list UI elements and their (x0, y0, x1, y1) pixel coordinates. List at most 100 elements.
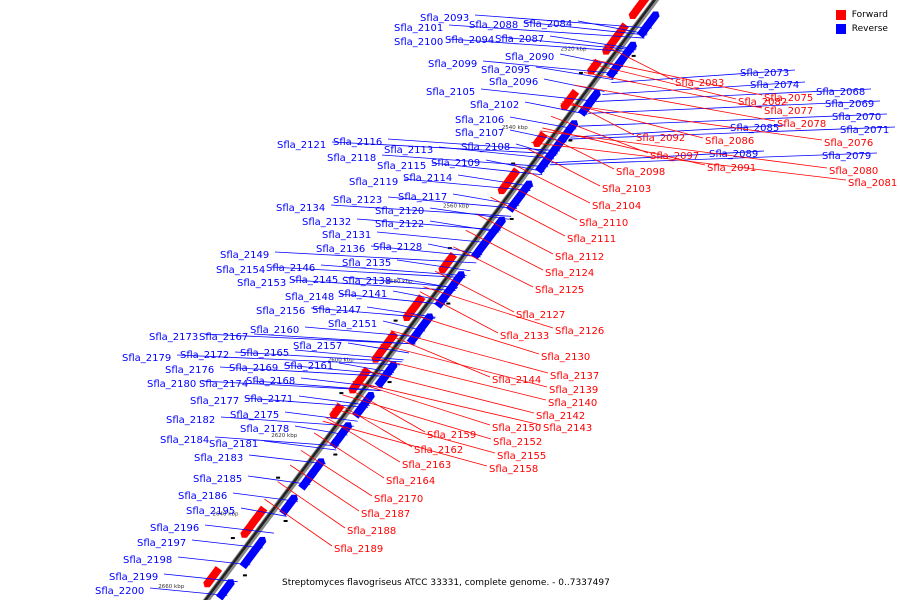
forward-gene-leader (361, 369, 535, 414)
reverse-gene-leader (347, 342, 409, 354)
reverse-gene (243, 553, 255, 564)
reverse-gene-leader (177, 556, 251, 566)
reverse-gene-leader (523, 21, 647, 36)
reverse-gene (618, 52, 629, 63)
gene-marker (333, 453, 338, 456)
reverse-gene-label: Sfla_2171 (244, 394, 293, 405)
reverse-gene-leader (234, 351, 403, 363)
forward-gene-leader (501, 181, 578, 221)
reverse-gene-leader (543, 78, 605, 92)
reverse-gene-label: Sfla_2177 (190, 396, 239, 407)
reverse-gene-label: Sfla_2120 (375, 206, 424, 217)
forward-gene-label: Sfla_2126 (555, 326, 604, 337)
reverse-gene-leader (382, 320, 426, 332)
reverse-gene-label: Sfla_2090 (505, 52, 554, 63)
reverse-gene (495, 216, 506, 228)
reverse-gene-leader (310, 307, 435, 319)
gene-marker (393, 319, 398, 322)
reverse-gene-label: Sfla_2179 (122, 353, 171, 364)
reverse-gene-leader (253, 333, 416, 345)
forward-swatch (835, 10, 846, 20)
forward-gene-leader (574, 84, 776, 122)
forward-gene-label: Sfla_2133 (500, 331, 549, 342)
forward-gene-label: Sfla_2075 (764, 93, 813, 104)
reverse-gene-leader (578, 113, 888, 127)
reverse-gene-leader (298, 395, 370, 406)
reverse-gene-label: Sfla_2167 (199, 332, 248, 343)
forward-gene-leader (289, 464, 360, 512)
forward-gene (203, 576, 214, 588)
reverse-gene-label: Sfla_2186 (178, 491, 227, 502)
axis-tick-label: 2540 kbp (502, 125, 528, 131)
forward-gene-leader (325, 416, 401, 463)
reverse-gene-label: Sfla_2096 (489, 77, 538, 88)
reverse-gene-label: Sfla_2149 (220, 250, 269, 261)
reverse-gene-leader (214, 436, 340, 447)
reverse-gene-label: Sfla_2085 (730, 123, 779, 134)
reverse-gene (644, 16, 656, 28)
forward-gene-label: Sfla_2098 (616, 167, 665, 178)
forward-gene-label: Sfla_2092 (636, 133, 685, 144)
reverse-gene-leader (320, 264, 467, 277)
reverse-gene-leader (248, 454, 326, 465)
reverse-gene-leader (294, 349, 404, 361)
forward-gene-leader (590, 63, 737, 100)
forward-gene-label: Sfla_2140 (548, 398, 597, 409)
reverse-gene (333, 433, 345, 444)
forward-gene-label: Sfla_2086 (705, 136, 754, 147)
forward-gene-label: Sfla_2150 (492, 423, 541, 434)
forward-gene-leader (370, 356, 547, 401)
forward-gene-label: Sfla_2127 (516, 310, 565, 321)
reverse-gene-leader (602, 81, 806, 95)
reverse-gene-label: Sfla_2136 (316, 244, 365, 255)
reverse-gene-label: Sfla_2183 (194, 453, 243, 464)
reverse-gene-leader (220, 416, 355, 427)
reverse-gene (539, 158, 550, 169)
reverse-gene-label: Sfla_2157 (293, 341, 342, 352)
reverse-gene-leader (381, 154, 549, 168)
reverse-gene-leader (300, 377, 383, 388)
reverse-gene-label: Sfla_2093 (420, 13, 469, 24)
forward-gene-leader (550, 115, 649, 154)
reverse-gene-label: Sfla_2106 (455, 115, 504, 126)
forward-gene-label: Sfla_2158 (489, 464, 538, 475)
forward-gene-label: Sfla_2130 (541, 352, 590, 363)
forward-gene-label: Sfla_2111 (567, 234, 616, 245)
reverse-gene (329, 438, 340, 449)
reverse-gene-label: Sfla_2122 (375, 219, 424, 230)
reverse-gene (374, 378, 386, 389)
gene-marker (242, 574, 247, 577)
reverse-gene-label: Sfla_2146 (266, 263, 315, 274)
reverse-gene-leader (403, 178, 531, 191)
forward-gene-label: Sfla_2124 (545, 268, 594, 279)
reverse-gene-label: Sfla_2113 (384, 145, 433, 156)
reverse-gene (406, 335, 418, 346)
reverse-gene-label: Sfla_2073 (740, 68, 789, 79)
reverse-gene-leader (203, 333, 416, 345)
reverse-gene-leader (204, 524, 275, 534)
forward-gene-label: Sfla_2076 (824, 138, 873, 149)
reverse-gene-label: Sfla_2100 (394, 37, 443, 48)
gene-marker (339, 392, 344, 395)
forward-gene-label: Sfla_2110 (579, 218, 628, 229)
reverse-gene-label: Sfla_2154 (216, 265, 265, 276)
reverse-gene (378, 372, 390, 384)
reverse-gene (567, 120, 579, 131)
forward-gene-leader (352, 380, 491, 426)
reverse-gene (649, 11, 660, 22)
reverse-gene-label: Sfla_2195 (186, 506, 235, 517)
reverse-gene-leader (263, 440, 337, 451)
reverse-gene (337, 427, 349, 438)
reverse-gene (306, 469, 317, 480)
reverse-gene (224, 579, 235, 590)
reverse-gene-label: Sfla_2182 (166, 415, 215, 426)
reverse-gene (454, 271, 466, 282)
reverse-gene-label: Sfla_2117 (398, 192, 447, 203)
reverse-gene (247, 547, 259, 559)
reverse-gene-label: Sfla_2156 (256, 306, 305, 317)
forward-gene-leader (313, 432, 385, 479)
reverse-gene-leader (474, 14, 652, 29)
forward-gene-label: Sfla_2163 (402, 460, 451, 471)
reverse-gene-leader (244, 397, 369, 408)
